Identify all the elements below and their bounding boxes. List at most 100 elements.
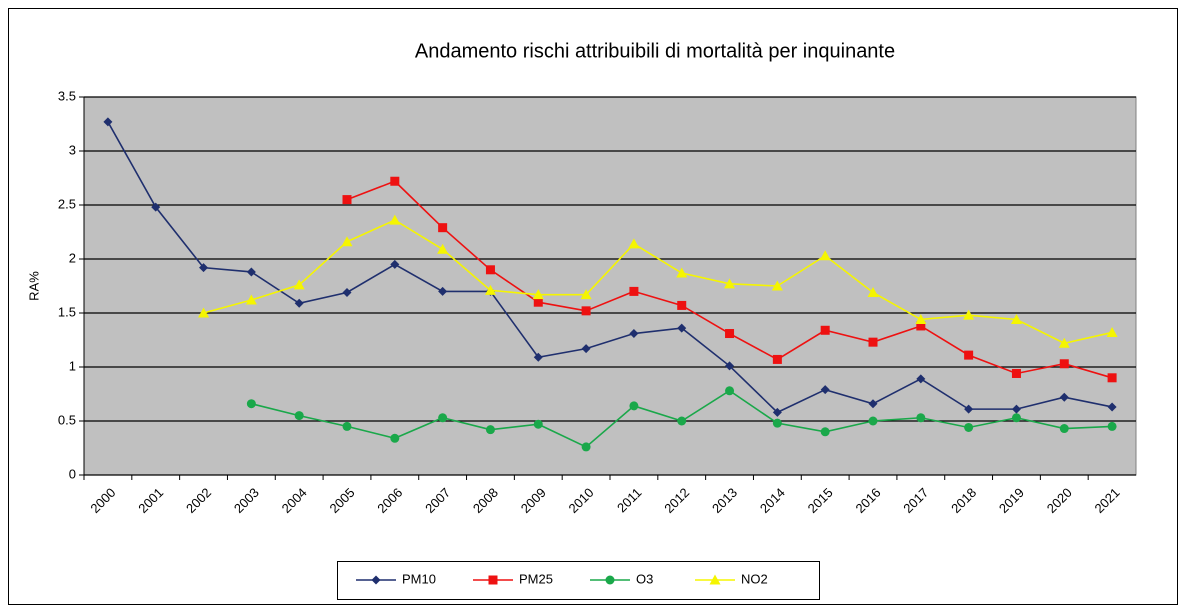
data-point (437, 243, 449, 254)
data-point (532, 289, 544, 300)
data-point (1107, 373, 1117, 383)
data-point (629, 329, 639, 339)
data-point (151, 202, 161, 212)
data-point (1107, 421, 1117, 431)
data-point (916, 374, 926, 384)
data-point (724, 278, 736, 289)
data-point (915, 313, 927, 324)
data-point (199, 263, 209, 273)
legend-label: NO2 (741, 571, 768, 586)
data-point (820, 427, 830, 437)
data-point (819, 250, 831, 261)
y-tick-label: 0 (69, 466, 76, 481)
y-axis-label: RA% (26, 271, 41, 301)
data-point (916, 321, 926, 331)
data-point (964, 404, 974, 414)
data-point (246, 267, 256, 277)
data-point (772, 418, 782, 428)
data-point (533, 419, 543, 429)
y-tick-label: 1 (69, 358, 76, 373)
data-point (868, 416, 878, 426)
data-point (820, 325, 830, 335)
data-point (772, 407, 782, 417)
data-point (580, 289, 592, 300)
data-point (916, 413, 926, 423)
series-line (203, 219, 1113, 345)
data-point (1059, 359, 1069, 369)
data-point (390, 176, 400, 186)
chart-title: Andamento rischi attribuibili di mortali… (415, 40, 895, 62)
data-point (677, 300, 687, 310)
data-point (438, 286, 448, 296)
data-point (628, 238, 640, 249)
data-point (246, 399, 256, 409)
legend-marker (371, 575, 381, 585)
data-point (438, 223, 448, 233)
series-line (107, 121, 1113, 414)
data-point (438, 413, 448, 423)
data-point (677, 323, 687, 333)
y-tick-label: 2 (69, 250, 76, 265)
legend-label: O3 (636, 571, 653, 586)
data-point (581, 306, 591, 316)
data-point (629, 286, 639, 296)
data-point (1011, 404, 1021, 414)
data-point (342, 195, 352, 205)
data-point (245, 294, 257, 305)
data-point (772, 354, 782, 364)
data-point (868, 337, 878, 347)
data-point (390, 433, 400, 443)
data-point (389, 214, 401, 225)
data-point (198, 307, 210, 318)
y-tick-label: 0.5 (58, 412, 76, 427)
plot-area (83, 96, 1137, 476)
data-point (342, 287, 352, 297)
data-point (677, 416, 687, 426)
data-point (1010, 313, 1022, 324)
legend-marker (488, 575, 498, 585)
data-point (485, 425, 495, 435)
data-point (390, 259, 400, 269)
data-point (1059, 424, 1069, 434)
data-point (725, 386, 735, 396)
legend-marker (605, 575, 615, 585)
data-point (771, 280, 783, 291)
data-point (867, 286, 879, 297)
y-tick-label: 3 (69, 142, 76, 157)
data-point (964, 422, 974, 432)
data-point (342, 421, 352, 431)
data-point (963, 309, 975, 320)
legend-marker (709, 574, 721, 585)
legend-label: PM10 (402, 571, 436, 586)
data-point (629, 401, 639, 411)
data-point (676, 267, 688, 278)
legend (337, 561, 820, 600)
data-point (1011, 368, 1021, 378)
data-point (485, 265, 495, 275)
data-point (1106, 326, 1118, 337)
data-point (533, 297, 543, 307)
data-point (1107, 402, 1117, 412)
data-point (868, 399, 878, 409)
data-point (1058, 337, 1070, 348)
data-point (725, 361, 735, 371)
data-point (533, 352, 543, 362)
legend-label: PM25 (519, 571, 553, 586)
data-point (294, 298, 304, 308)
data-point (1011, 413, 1021, 423)
y-tick-label: 3.5 (58, 88, 76, 103)
data-point (581, 344, 591, 354)
data-point (294, 411, 304, 421)
data-point (725, 329, 735, 339)
data-point (820, 385, 830, 395)
data-point (103, 117, 113, 127)
y-tick-label: 2.5 (58, 196, 76, 211)
data-point (341, 236, 353, 247)
data-point (964, 350, 974, 360)
data-point (581, 442, 591, 452)
data-point (1059, 392, 1069, 402)
y-tick-label: 1.5 (58, 304, 76, 319)
data-point (484, 284, 496, 295)
data-point (293, 279, 305, 290)
